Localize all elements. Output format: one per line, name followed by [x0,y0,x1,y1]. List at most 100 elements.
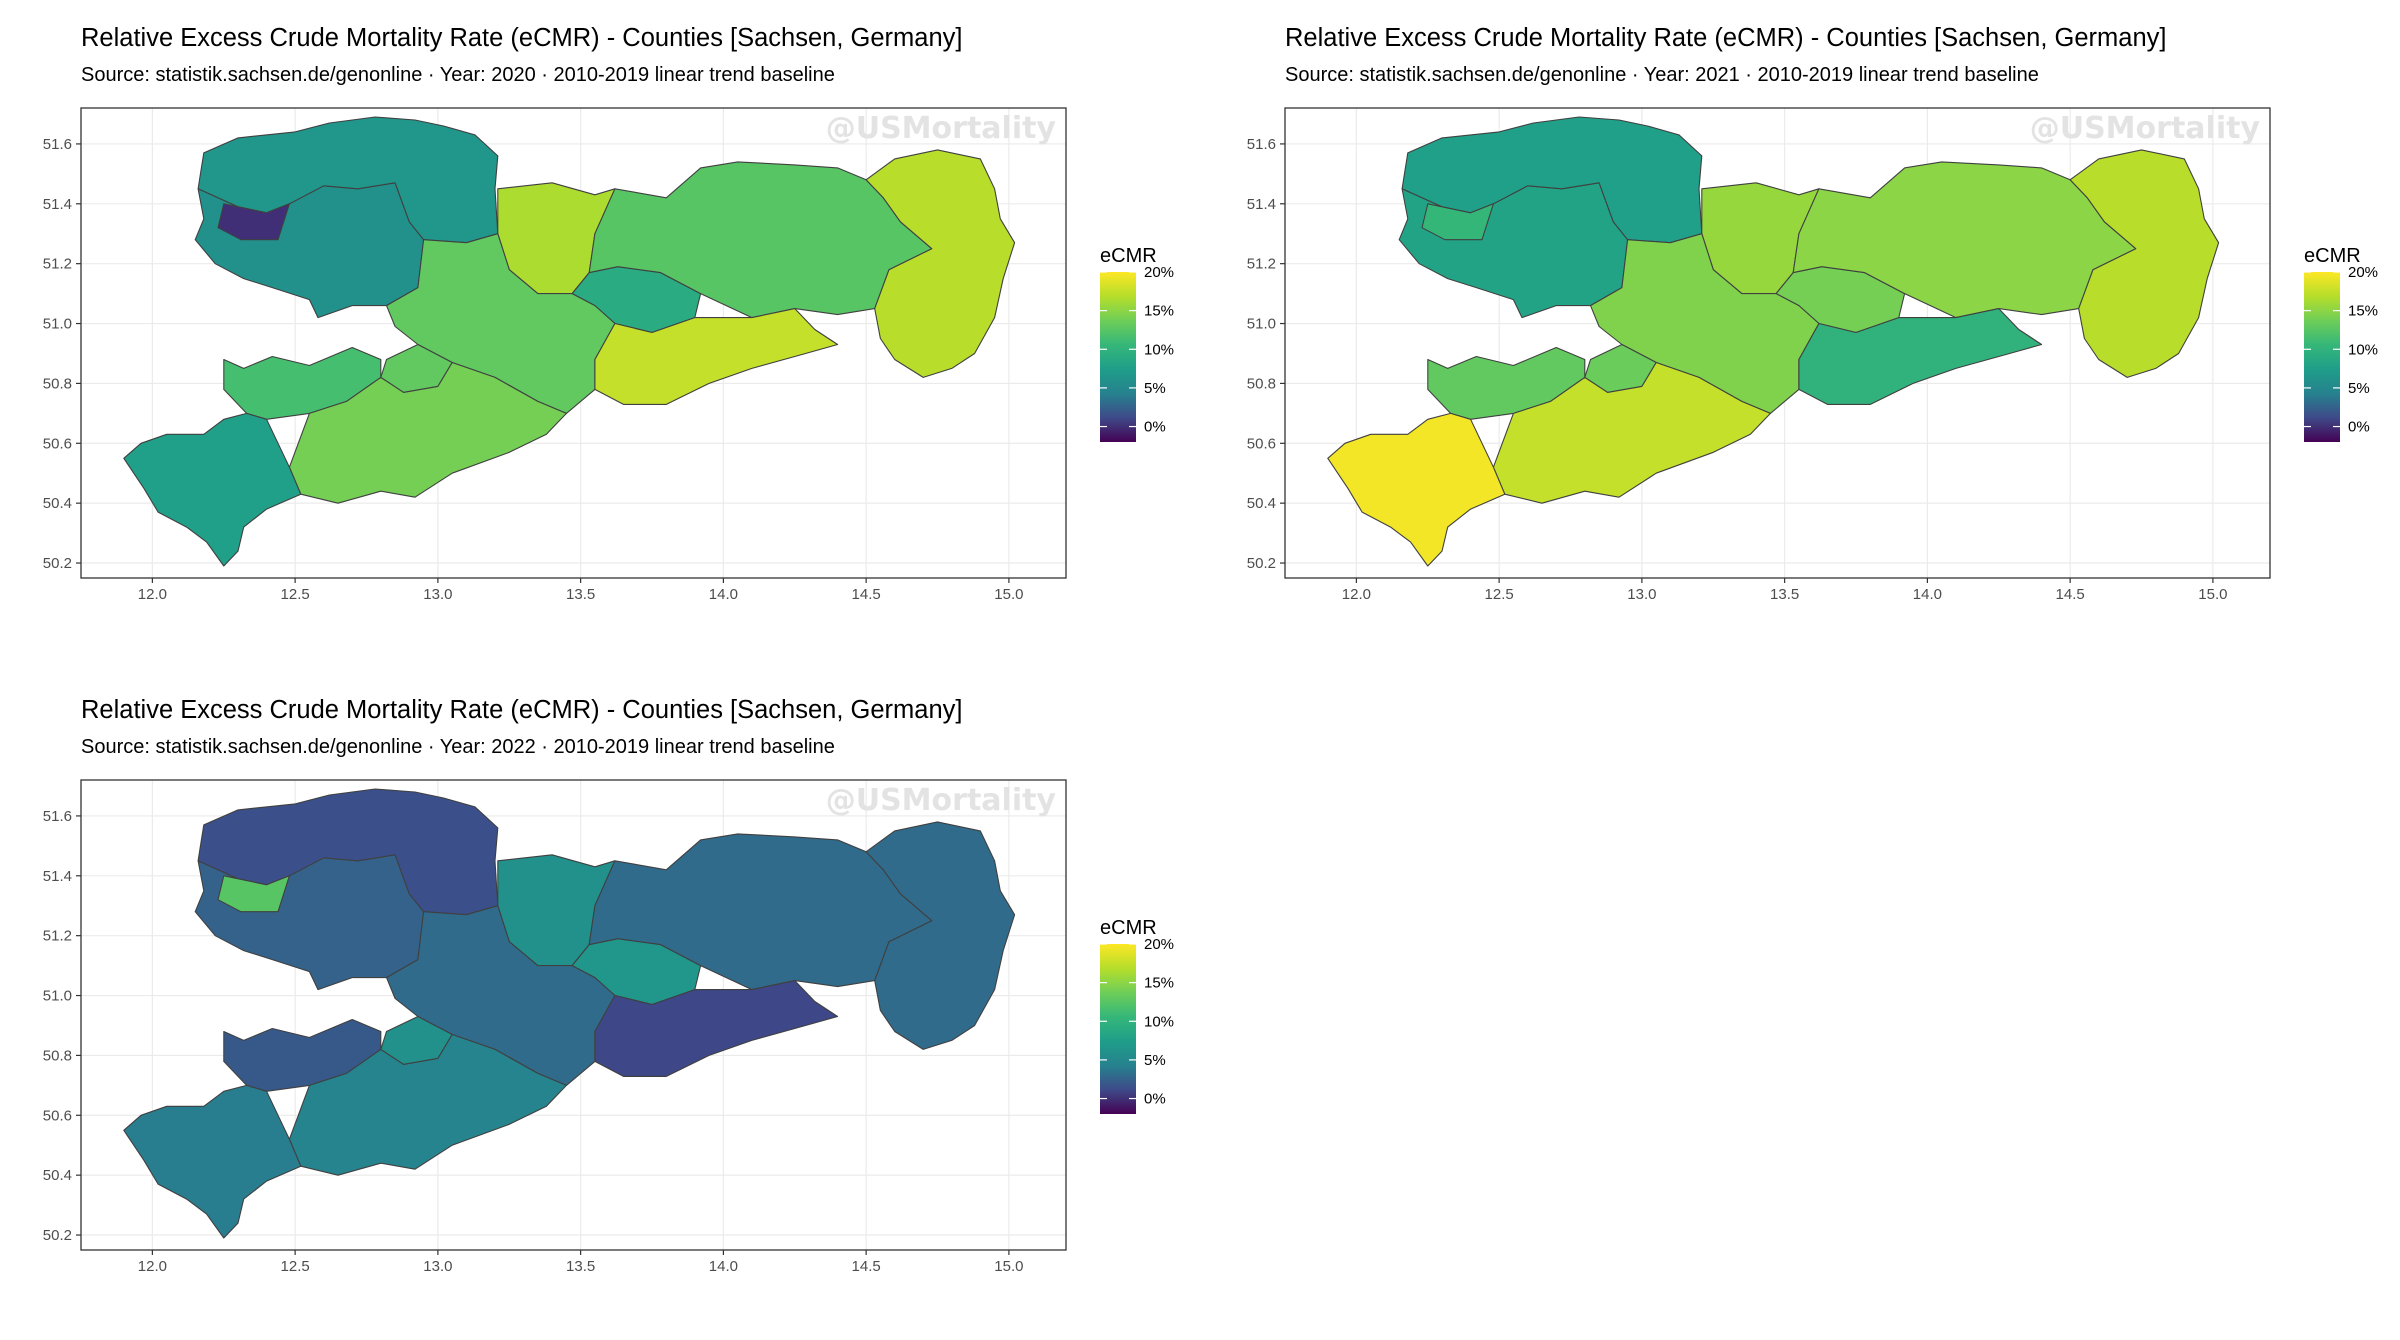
x-tick-label: 14.0 [709,1258,738,1275]
panel-border [1284,107,2271,579]
legend-label: 0% [1144,419,1166,436]
y-tick-label: 50.4 [1247,495,1276,512]
y-tick-label: 51.4 [43,868,72,885]
y-tick-label: 51.0 [43,988,72,1005]
y-tick-label: 50.4 [43,1167,72,1184]
x-tick-label: 13.0 [423,586,452,603]
watermark: @USMortality [826,111,1057,146]
county-saechsische-schweiz [1798,308,2043,405]
y-tick-label: 51.2 [43,256,72,273]
legend-colorbar [1100,944,1136,1114]
axes: 12.0 12.5 13.0 13.5 14.0 14.5 15.0 51.6 51.4 51.2… [43,136,1024,603]
y-tick-label: 51.4 [1247,196,1276,213]
x-tick-label: 13.5 [1770,586,1799,603]
panel-border [80,107,1067,579]
county-vogtlandkreis [123,412,302,567]
map-subtitle: Source: statistik.sachsen.de/genonline ·… [81,736,835,758]
county-erzgebirgskreis [288,1033,567,1176]
legend-label: 5% [1144,1052,1166,1069]
y-tick-label: 50.8 [43,1047,72,1064]
legend-colorbar [2304,272,2340,442]
y-tick-label: 51.6 [1247,136,1276,153]
map-title: Relative Excess Crude Mortality Rate (eC… [1285,24,2167,52]
county-goerlitz [865,149,1016,378]
legend-label: 10% [2348,341,2378,358]
y-tick-label: 50.6 [43,435,72,452]
map-panel-2022: Relative Excess Crude Mortality Rate (eC… [0,672,1190,1312]
x-tick-label: 12.5 [281,586,310,603]
map-subtitle: Source: statistik.sachsen.de/genonline ·… [81,64,835,86]
watermark: @USMortality [2030,111,2261,146]
county-goerlitz [865,821,1016,1050]
map-panel-2020: Relative Excess Crude Mortality Rate (eC… [0,0,1190,640]
x-tick-label: 12.0 [138,1258,167,1275]
legend-label: 20% [2348,264,2378,281]
legend-label: 0% [2348,419,2370,436]
y-tick-label: 50.6 [43,1107,72,1124]
axes: 12.0 12.5 13.0 13.5 14.0 14.5 15.0 51.6 51.4 51.2… [43,808,1024,1275]
x-tick-label: 13.0 [1627,586,1656,603]
y-tick-label: 50.2 [43,1227,72,1244]
legend-title: eCMR [2304,245,2361,267]
legend-label: 15% [2348,303,2378,320]
legend-label: 15% [1144,975,1174,992]
county-leipzig-stadt [217,875,290,913]
choropleth-map: @USMortality 12.0 12.5 13.0 13.5 14.0 14.5 15.0… [1247,107,2378,603]
x-tick-label: 14.0 [1913,586,1942,603]
x-tick-label: 12.0 [138,586,167,603]
y-tick-label: 51.2 [43,928,72,945]
map-panel-2021: Relative Excess Crude Mortality Rate (eC… [1204,0,2394,640]
y-tick-label: 50.6 [1247,435,1276,452]
county-leipzig-stadt [217,203,290,241]
x-tick-label: 14.0 [709,586,738,603]
y-tick-label: 50.8 [1247,375,1276,392]
legend-label: 0% [1144,1091,1166,1108]
y-tick-label: 51.2 [1247,256,1276,273]
y-tick-label: 50.2 [1247,555,1276,572]
x-tick-label: 13.5 [566,1258,595,1275]
y-tick-label: 50.4 [43,495,72,512]
y-tick-label: 50.2 [43,555,72,572]
legend-label: 10% [1144,341,1174,358]
x-tick-label: 15.0 [2198,586,2227,603]
x-tick-label: 15.0 [994,586,1023,603]
legend-label: 20% [1144,264,1174,281]
x-tick-label: 13.5 [566,586,595,603]
axes: 12.0 12.5 13.0 13.5 14.0 14.5 15.0 51.6 51.4 51.2… [1247,136,2228,603]
x-tick-label: 15.0 [994,1258,1023,1275]
legend-label: 15% [1144,303,1174,320]
x-tick-label: 12.0 [1342,586,1371,603]
county-goerlitz [2069,149,2220,378]
x-tick-label: 14.5 [852,1258,881,1275]
choropleth-map: @USMortality 12.0 12.5 13.0 13.5 14.0 14.5 15.0… [43,779,1174,1275]
y-tick-label: 51.6 [43,136,72,153]
county-saechsische-schweiz [594,980,839,1077]
legend-label: 10% [1144,1013,1174,1030]
x-tick-label: 13.0 [423,1258,452,1275]
legend-label: 5% [2348,380,2370,397]
watermark: @USMortality [826,783,1057,818]
map-title: Relative Excess Crude Mortality Rate (eC… [81,24,963,52]
county-vogtlandkreis [123,1084,302,1239]
counties [1327,116,2220,567]
map-title: Relative Excess Crude Mortality Rate (eC… [81,696,963,724]
county-erzgebirgskreis [1492,361,1771,504]
y-tick-label: 51.0 [43,316,72,333]
x-tick-label: 12.5 [1485,586,1514,603]
x-tick-label: 14.5 [852,586,881,603]
y-tick-label: 51.4 [43,196,72,213]
county-saechsische-schweiz [594,308,839,405]
map-subtitle: Source: statistik.sachsen.de/genonline ·… [1285,64,2039,86]
legend-colorbar [1100,272,1136,442]
x-tick-label: 14.5 [2056,586,2085,603]
y-tick-label: 51.6 [43,808,72,825]
legend-label: 5% [1144,380,1166,397]
y-tick-label: 51.0 [1247,316,1276,333]
panel-border [80,779,1067,1251]
legend-title: eCMR [1100,917,1157,939]
counties [123,116,1016,567]
county-vogtlandkreis [1327,412,1506,567]
